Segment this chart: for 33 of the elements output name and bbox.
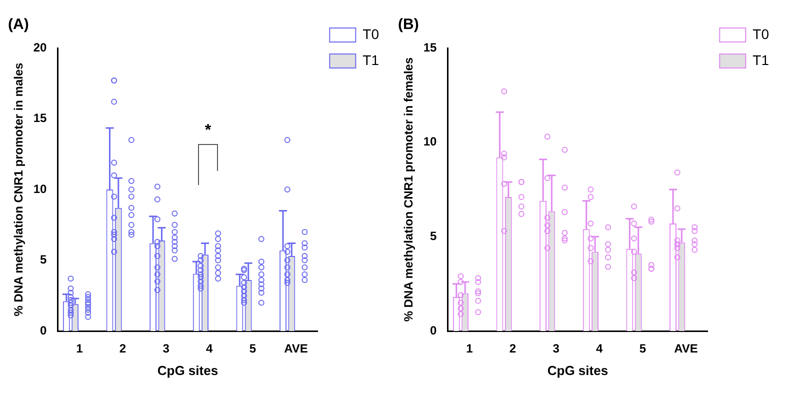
x-tick-label: 1 <box>466 342 474 356</box>
x-tick-label: 3 <box>162 342 170 356</box>
text: T0 <box>362 26 380 42</box>
y-tick-label: 10 <box>33 182 48 196</box>
y-tick-label: 10 <box>423 134 438 149</box>
chart-title: (B) <box>398 16 419 34</box>
x-tick-label: 2 <box>509 342 516 356</box>
y-tick-label: 0 <box>430 323 438 338</box>
x-axis-title: CpG sites <box>157 362 218 378</box>
y-tick-label: 0 <box>40 323 48 338</box>
x-tick-label: 5 <box>639 342 646 356</box>
y-tick-label: 15 <box>423 40 438 54</box>
x-tick-label: 3 <box>552 342 560 356</box>
legend-label: T1 <box>752 52 770 68</box>
x-tick-label: 1 <box>76 342 84 356</box>
y-axis-title: % DNA methylation CNR1 promoter in females <box>402 57 416 322</box>
x-tick-label: 4 <box>206 342 214 356</box>
y-tick-label: 15 <box>33 111 48 126</box>
y-tick-label: 5 <box>430 228 438 243</box>
x-axis-title: CpG sites <box>547 362 608 378</box>
text: T0 <box>752 26 770 42</box>
x-tick-label: AVE <box>284 342 308 356</box>
x-tick-label: 5 <box>249 342 256 356</box>
annotation: * <box>204 122 212 140</box>
chart-title: (A) <box>8 16 29 34</box>
y-axis-title: % DNA methylation CNR1 promoter in males <box>12 62 26 316</box>
significance-bracket: * <box>198 122 218 184</box>
y-tick-label: 20 <box>33 40 48 54</box>
x-tick-label: 4 <box>596 342 604 356</box>
x-tick-label: 2 <box>119 342 126 356</box>
y-tick-label: 5 <box>40 252 48 267</box>
x-tick-label: AVE <box>674 342 698 356</box>
legend-label: T1 <box>362 52 380 68</box>
